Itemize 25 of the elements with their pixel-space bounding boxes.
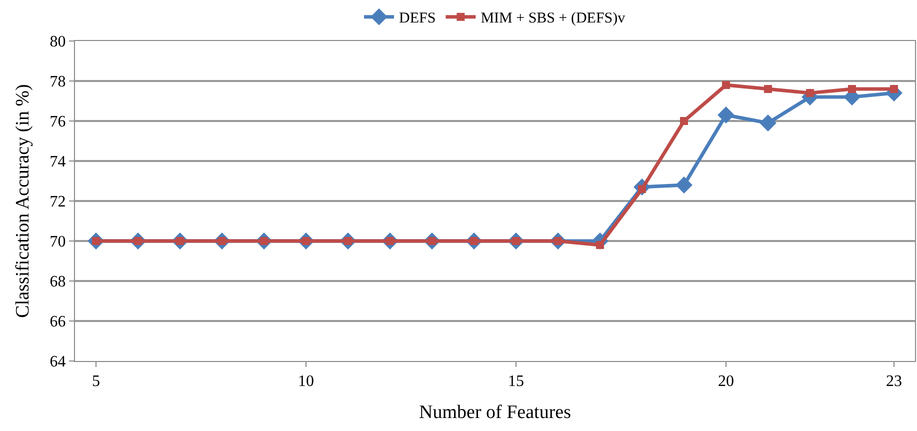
x-tick-label: 5	[92, 373, 100, 390]
y-tick-label: 66	[50, 314, 66, 331]
y-tick-label: 78	[50, 74, 66, 91]
x-tick-label: 15	[508, 373, 524, 390]
y-tick-label: 64	[50, 354, 66, 371]
y-tick-label: 74	[50, 154, 66, 171]
point	[718, 106, 734, 124]
point	[764, 85, 772, 93]
legend-label: MIM + SBS + (DEFS)v	[480, 10, 626, 27]
point	[680, 117, 688, 125]
y-tick-label: 80	[50, 34, 66, 51]
y-axis-title: Classification Accuracy (in %)	[12, 84, 34, 318]
point	[760, 114, 776, 132]
point	[676, 176, 692, 194]
x-tick-label: 20	[718, 373, 734, 390]
y-tick-label: 70	[50, 234, 66, 251]
x-tick-label: 23	[886, 373, 902, 390]
y-tick-label: 76	[50, 114, 66, 131]
y-tick-label: 68	[50, 274, 66, 291]
x-axis-title: Number of Features	[419, 402, 571, 423]
x-tick-label: 10	[298, 373, 314, 390]
point	[722, 81, 730, 89]
y-tick-label: 72	[50, 194, 66, 211]
legend-label: DEFS	[399, 10, 436, 27]
point	[848, 85, 856, 93]
